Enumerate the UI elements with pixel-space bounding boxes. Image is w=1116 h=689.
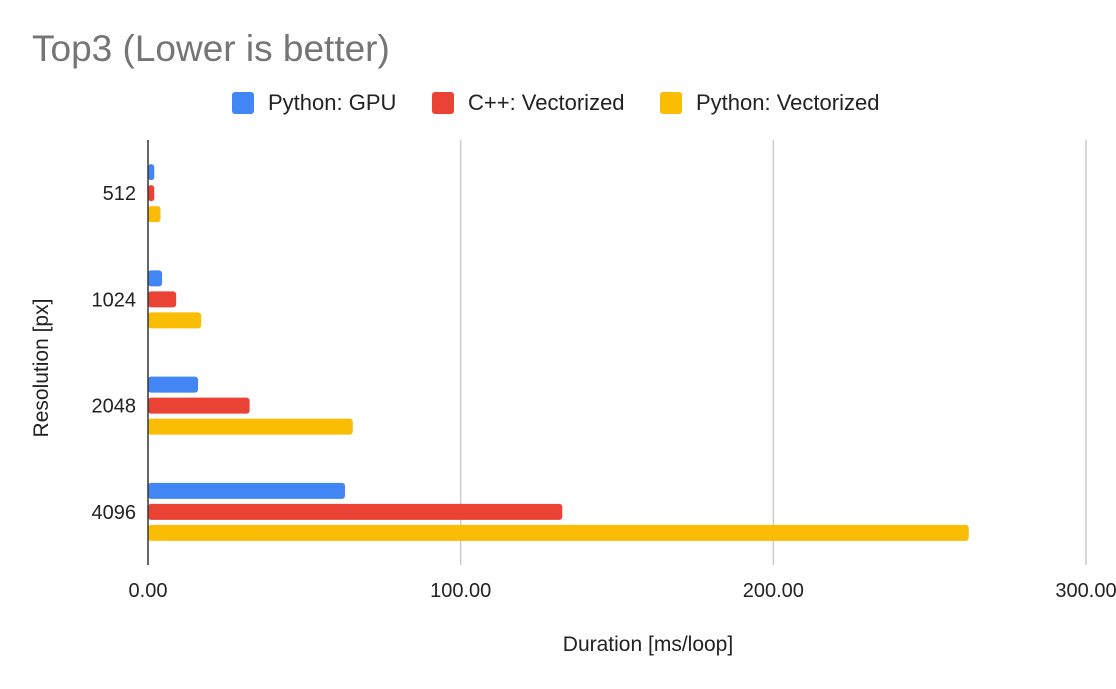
bar [148, 482, 345, 499]
bar [148, 418, 353, 435]
bar [148, 376, 199, 393]
x-tick-label: 100.00 [430, 580, 491, 602]
bar [148, 312, 202, 329]
bar [148, 503, 563, 520]
bar [148, 397, 250, 414]
legend-swatch-python-gpu [232, 92, 254, 114]
legend-label-python-vectorized: Python: Vectorized [696, 90, 880, 115]
legend-label-cpp-vectorized: C++: Vectorized [468, 90, 625, 115]
bar [148, 164, 155, 181]
legend-item-python-vectorized[interactable]: Python: Vectorized [660, 88, 879, 118]
legend-item-python-gpu[interactable]: Python: GPU [232, 88, 396, 118]
x-tick-label: 300.00 [1055, 580, 1116, 602]
legend: Python: GPU C++: Vectorized Python: Vect… [0, 88, 1116, 118]
legend-label-python-gpu: Python: GPU [268, 90, 397, 115]
bar [148, 524, 969, 541]
legend-swatch-python-vectorized [660, 92, 682, 114]
y-axis-title: Resolution [px] [30, 298, 53, 438]
bar [148, 206, 161, 223]
y-tick-label: 512 [103, 183, 136, 205]
x-axis-title: Duration [ms/loop] [562, 633, 734, 656]
legend-swatch-cpp-vectorized [432, 92, 454, 114]
y-tick-label: 2048 [92, 396, 137, 418]
chart-title: Top3 (Lower is better) [32, 28, 390, 69]
x-tick-label: 200.00 [743, 580, 804, 602]
y-tick-label: 1024 [92, 289, 137, 311]
y-tick-label: 4096 [92, 502, 137, 524]
bar [148, 270, 163, 287]
x-tick-label: 0.00 [129, 580, 168, 602]
bar [148, 185, 155, 202]
bar [148, 291, 177, 308]
legend-item-cpp-vectorized[interactable]: C++: Vectorized [432, 88, 625, 118]
